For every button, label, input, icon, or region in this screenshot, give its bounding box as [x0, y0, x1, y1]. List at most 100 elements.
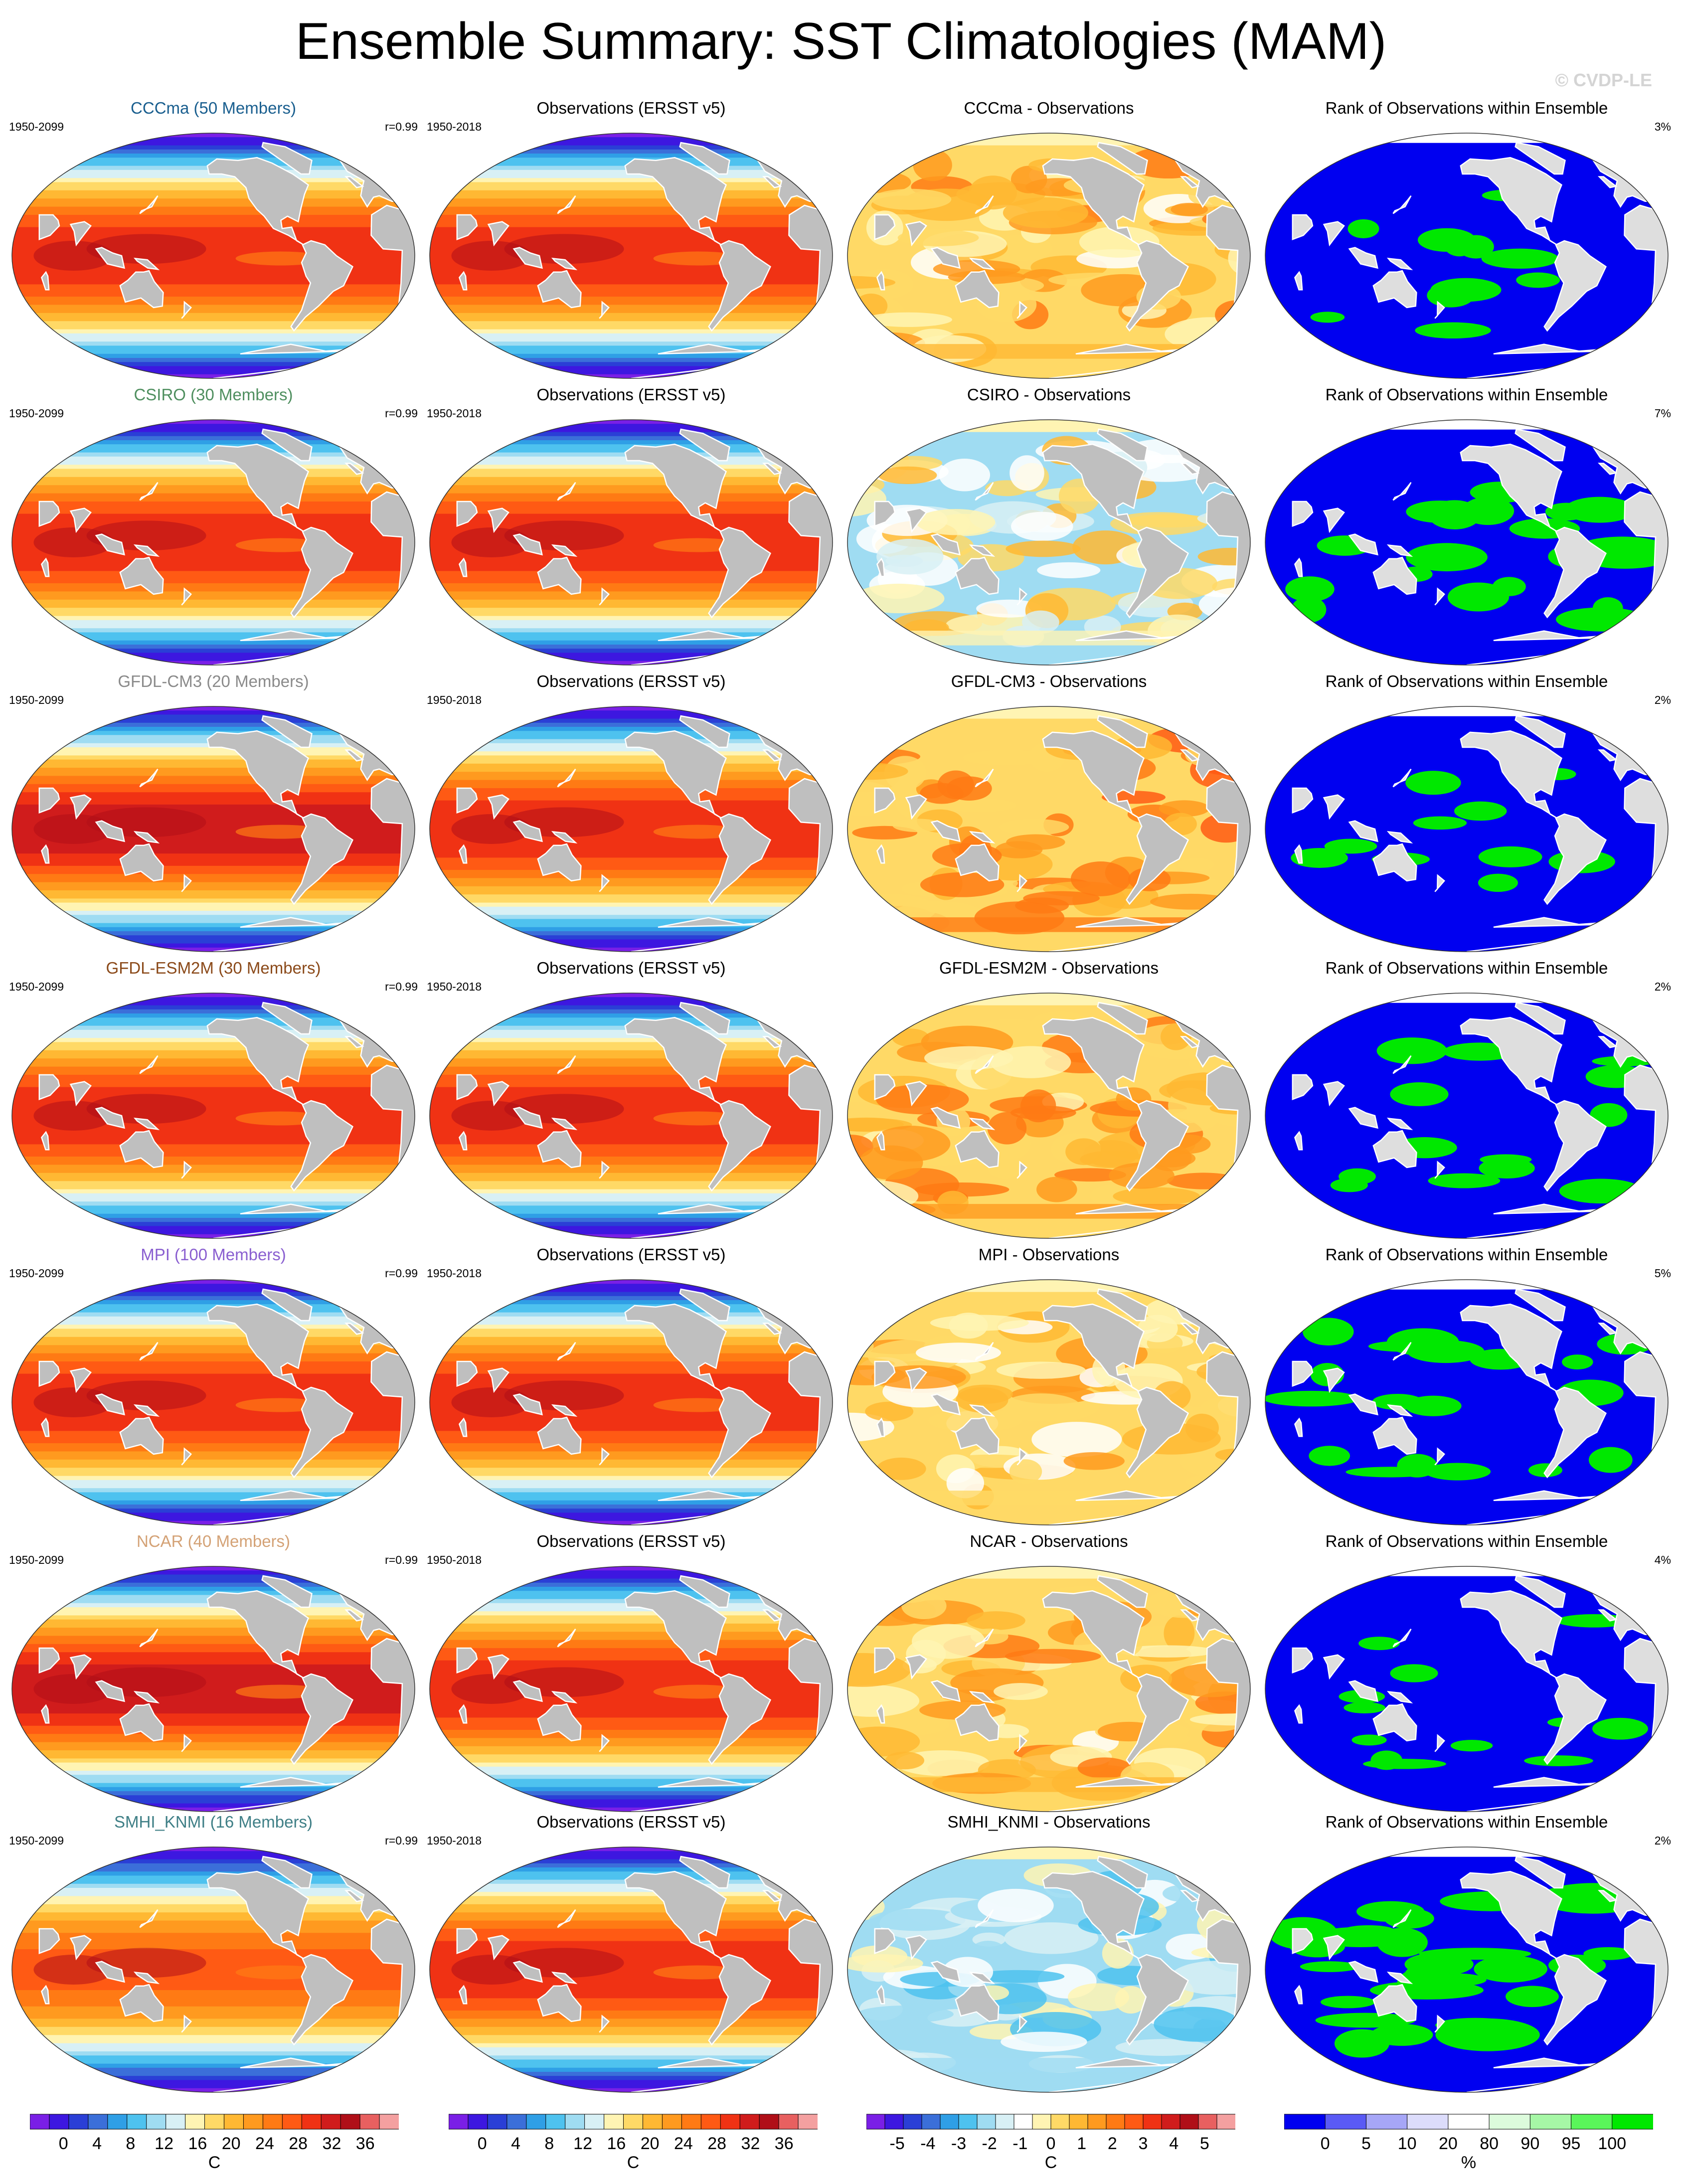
rank-map	[1265, 419, 1669, 666]
colorbar-swatch	[1489, 2114, 1531, 2130]
page-title: Ensemble Summary: SST Climatologies (MAM…	[295, 12, 1387, 70]
panel-title: Rank of Observations within Ensemble	[1325, 1245, 1608, 1264]
colorbar-swatch	[1448, 2114, 1490, 2130]
panel-title: Rank of Observations within Ensemble	[1325, 959, 1608, 977]
map-panel: Rank of Observations within Ensemble 2%	[1262, 1811, 1671, 2097]
colorbar-swatch	[884, 2114, 904, 2130]
colorbar-tick-label: 12	[155, 2134, 173, 2153]
colorbar-tick-label: 4	[1169, 2134, 1179, 2153]
panel-title: Rank of Observations within Ensemble	[1325, 385, 1608, 404]
colorbar-unit-label: C	[208, 2153, 221, 2172]
panel-title: GFDL-ESM2M (30 Members)	[106, 959, 321, 977]
ocean-field	[12, 706, 415, 952]
rank-map	[1265, 706, 1669, 952]
pattern-correlation-label: r=0.99	[385, 407, 418, 420]
colorbar-swatch	[223, 2114, 244, 2130]
map-panel: Observations (ERSST v5) 1950-2018	[427, 1811, 836, 2097]
colorbar-swatch	[903, 2114, 922, 2130]
rank-percent-label: 7%	[1654, 407, 1671, 420]
rank-map	[1265, 1847, 1669, 2093]
credit-watermark: © CVDP-LE	[1555, 70, 1652, 90]
pattern-correlation-label: r=0.99	[385, 1267, 418, 1280]
map-panel: SMHI_KNMI - Observations	[844, 1811, 1253, 2097]
colorbar-swatch	[778, 2114, 799, 2130]
map-outline	[11, 419, 415, 666]
colorbar-swatch	[681, 2114, 702, 2130]
map-panel: GFDL-CM3 (20 Members) 1950-2099	[9, 671, 418, 957]
colorbar-tick-label: 28	[707, 2134, 727, 2153]
ocean-field	[847, 1847, 1250, 2092]
obs-sst-map	[429, 706, 833, 952]
panel-title: Rank of Observations within Ensemble	[1325, 672, 1608, 690]
colorbar-swatch	[565, 2114, 585, 2130]
map-panel: Rank of Observations within Ensemble 3%	[1262, 97, 1671, 383]
colorbar-swatch	[545, 2114, 566, 2130]
colorbar-tick-label: 28	[289, 2134, 308, 2153]
colorbar-swatch	[321, 2114, 341, 2130]
colorbar-swatches	[1284, 2114, 1654, 2130]
colorbar-tick-label: 95	[1561, 2134, 1581, 2153]
colorbar-swatch	[866, 2114, 885, 2130]
difference-map	[847, 1566, 1251, 1812]
colorbar-tick-label: 36	[774, 2134, 794, 2153]
colorbar-swatches	[448, 2114, 818, 2130]
obs-sst-map	[429, 419, 833, 666]
colorbar-swatch	[921, 2114, 941, 2130]
colorbar-swatch	[379, 2114, 399, 2130]
map-panel: CSIRO - Observations	[844, 384, 1253, 670]
panel-title: NCAR - Observations	[970, 1532, 1128, 1550]
map-outline	[429, 1566, 833, 1812]
map-outline	[429, 1847, 833, 2093]
colorbar-tick-label: 3	[1138, 2134, 1148, 2153]
colorbar-tick-label: 0	[477, 2134, 487, 2153]
colorbar: 0 4 8 12 16 20 24 28 32 36 C	[448, 2114, 818, 2179]
rank-percent-label: 3%	[1654, 120, 1671, 133]
map-outline	[847, 1279, 1251, 1525]
colorbar-swatch	[340, 2114, 361, 2130]
colorbar-swatch	[1124, 2114, 1144, 2130]
colorbar-swatch	[1143, 2114, 1162, 2130]
panel-title: GFDL-CM3 (20 Members)	[118, 672, 309, 690]
map-outline	[429, 419, 833, 666]
map-outline	[11, 1279, 415, 1525]
map-outline	[11, 1847, 415, 2093]
map-outline	[429, 993, 833, 1239]
map-outline	[429, 1279, 833, 1525]
map-panel: GFDL-CM3 - Observations	[844, 671, 1253, 957]
period-label: 1950-2018	[427, 1834, 482, 1847]
colorbar-swatch	[995, 2114, 1014, 2130]
map-panel: MPI (100 Members) 1950-2099 r=0.99	[9, 1244, 418, 1530]
map-panel: CCCma - Observations	[844, 97, 1253, 383]
map-panel: Observations (ERSST v5) 1950-2018	[427, 384, 836, 670]
map-panel: CCCma (50 Members) 1950-2099 r=0.99	[9, 97, 418, 383]
panel-title: NCAR (40 Members)	[136, 1532, 291, 1550]
rank-percent-label: 5%	[1654, 1267, 1671, 1280]
colorbar-unit-label: C	[1044, 2153, 1057, 2172]
colorbar-tick-label: 10	[1397, 2134, 1417, 2153]
model-sst-map	[11, 1566, 415, 1812]
map-panel: Rank of Observations within Ensemble 4%	[1262, 1530, 1671, 1817]
map-outline	[11, 706, 415, 952]
period-label: 1950-2099	[9, 1834, 64, 1847]
colorbar-swatch	[1032, 2114, 1051, 2130]
map-panel: MPI - Observations	[844, 1244, 1253, 1530]
difference-map	[847, 1279, 1251, 1525]
colorbar-tick-label: 20	[640, 2134, 660, 2153]
colorbar-swatch	[798, 2114, 818, 2130]
map-panel: NCAR - Observations	[844, 1530, 1253, 1817]
colorbar-swatch	[1529, 2114, 1572, 2130]
rank-map	[1265, 993, 1669, 1239]
colorbar-swatch	[1216, 2114, 1236, 2130]
difference-map	[847, 1847, 1251, 2093]
period-label: 1950-2018	[427, 1267, 482, 1280]
colorbar-swatch	[1407, 2114, 1449, 2130]
rank-percent-label: 4%	[1654, 1553, 1671, 1566]
difference-map	[847, 133, 1251, 379]
colorbar-swatches	[866, 2114, 1236, 2130]
colorbar-tick-label: 4	[511, 2134, 520, 2153]
colorbar-tick-label: 0	[58, 2134, 68, 2153]
map-panel: Observations (ERSST v5) 1950-2018	[427, 957, 836, 1243]
colorbar-swatch	[642, 2114, 663, 2130]
rank-map	[1265, 133, 1669, 379]
panel-title: Observations (ERSST v5)	[536, 385, 726, 404]
